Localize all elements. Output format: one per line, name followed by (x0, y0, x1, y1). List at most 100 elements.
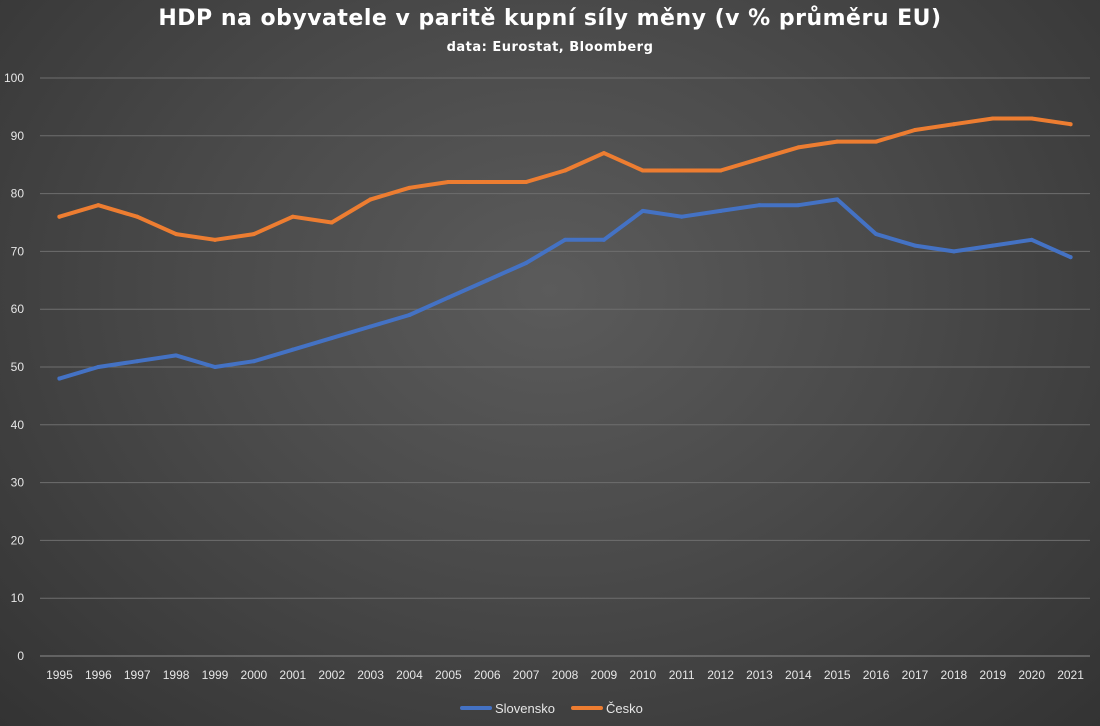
data-point (407, 185, 412, 190)
x-tick-label: 2015 (824, 668, 851, 682)
data-point (563, 168, 567, 173)
y-axis-ticks: 0 10 20 30 40 50 60 70 80 90 100 (4, 71, 24, 663)
data-point (1029, 116, 1034, 121)
x-tick-label: 2008 (552, 668, 579, 682)
chart-subtitle: data: Eurostat, Bloomberg (446, 40, 654, 55)
data-point (213, 237, 217, 242)
legend: Slovensko Česko (460, 701, 643, 716)
legend-item: Česko (571, 701, 643, 716)
y-tick-label: 0 (17, 649, 24, 663)
x-tick-label: 2003 (357, 668, 384, 682)
x-tick-label: 2013 (746, 668, 773, 682)
data-point (329, 220, 334, 225)
y-tick-label: 50 (11, 360, 25, 374)
gridlines (40, 77, 1090, 657)
y-tick-label: 20 (11, 533, 25, 547)
data-point (407, 312, 412, 317)
data-point (524, 260, 529, 265)
data-point (485, 180, 490, 185)
y-tick-label: 40 (11, 418, 25, 432)
series-slovensko (57, 197, 1073, 381)
data-point (251, 359, 256, 364)
chart-title: HDP na obyvatele v paritě kupní síly měn… (158, 6, 942, 31)
series-lines (57, 116, 1073, 381)
data-point (835, 139, 840, 144)
series-line (57, 197, 1073, 381)
legend-label: Česko (606, 701, 643, 716)
data-point (796, 203, 801, 208)
y-tick-label: 10 (11, 591, 25, 605)
data-point (679, 214, 684, 219)
x-tick-label: 1999 (202, 668, 229, 682)
x-tick-label: 2011 (669, 668, 695, 682)
data-point (57, 214, 62, 219)
y-tick-label: 80 (11, 187, 25, 201)
data-point (601, 237, 606, 242)
data-point (835, 197, 840, 202)
x-tick-label: 2019 (979, 668, 1006, 682)
x-tick-label: 2012 (707, 668, 734, 682)
data-point (718, 208, 723, 213)
data-point (640, 168, 645, 173)
data-point (135, 359, 140, 364)
data-point (368, 197, 373, 202)
x-axis-ticks: 1995 1996 1997 1998 1999 2000 2001 2002 2003 2004… (46, 668, 1084, 682)
data-point (1068, 255, 1073, 260)
data-point (446, 180, 451, 185)
x-tick-label: 1997 (124, 668, 151, 682)
x-tick-label: 2005 (435, 668, 462, 682)
data-point (990, 243, 995, 248)
y-tick-label: 90 (11, 129, 25, 143)
data-point (913, 243, 917, 248)
data-point (679, 168, 684, 173)
x-tick-label: 2020 (1018, 668, 1045, 682)
data-point (174, 232, 179, 237)
legend-label: Slovensko (495, 701, 555, 716)
data-point (913, 128, 917, 133)
data-point (796, 145, 801, 150)
data-point (1029, 237, 1034, 242)
data-point (524, 180, 529, 185)
data-point (874, 232, 879, 237)
y-tick-label: 100 (4, 71, 24, 85)
y-tick-label: 60 (11, 302, 25, 316)
data-point (290, 214, 295, 219)
x-tick-label: 2009 (591, 668, 618, 682)
data-point (96, 365, 101, 369)
data-point (290, 347, 295, 352)
x-tick-label: 2017 (902, 668, 929, 682)
data-point (329, 336, 334, 341)
data-point (446, 295, 451, 300)
data-point (57, 376, 62, 381)
x-tick-label: 2014 (785, 668, 812, 682)
data-point (874, 139, 879, 144)
x-tick-label: 2006 (474, 668, 501, 682)
y-tick-label: 70 (11, 244, 25, 258)
x-tick-label: 1995 (46, 668, 73, 682)
data-point (951, 249, 956, 254)
data-point (757, 156, 762, 161)
data-point (640, 208, 645, 213)
x-tick-label: 2007 (513, 668, 540, 682)
data-point (135, 214, 140, 219)
series-line (57, 116, 1073, 242)
data-point (951, 122, 956, 127)
data-point (368, 324, 373, 329)
data-point (174, 353, 179, 358)
data-point (718, 168, 723, 173)
x-tick-label: 1996 (85, 668, 112, 682)
y-tick-label: 30 (11, 476, 25, 490)
x-tick-label: 2016 (863, 668, 890, 682)
data-point (1068, 122, 1073, 127)
data-point (251, 232, 256, 237)
data-point (96, 203, 101, 208)
x-tick-label: 2004 (396, 668, 423, 682)
data-point (601, 151, 606, 156)
x-tick-label: 2021 (1057, 668, 1084, 682)
x-tick-label: 2010 (629, 668, 656, 682)
x-tick-label: 2002 (318, 668, 345, 682)
data-point (990, 116, 995, 121)
x-tick-label: 2001 (279, 668, 306, 682)
